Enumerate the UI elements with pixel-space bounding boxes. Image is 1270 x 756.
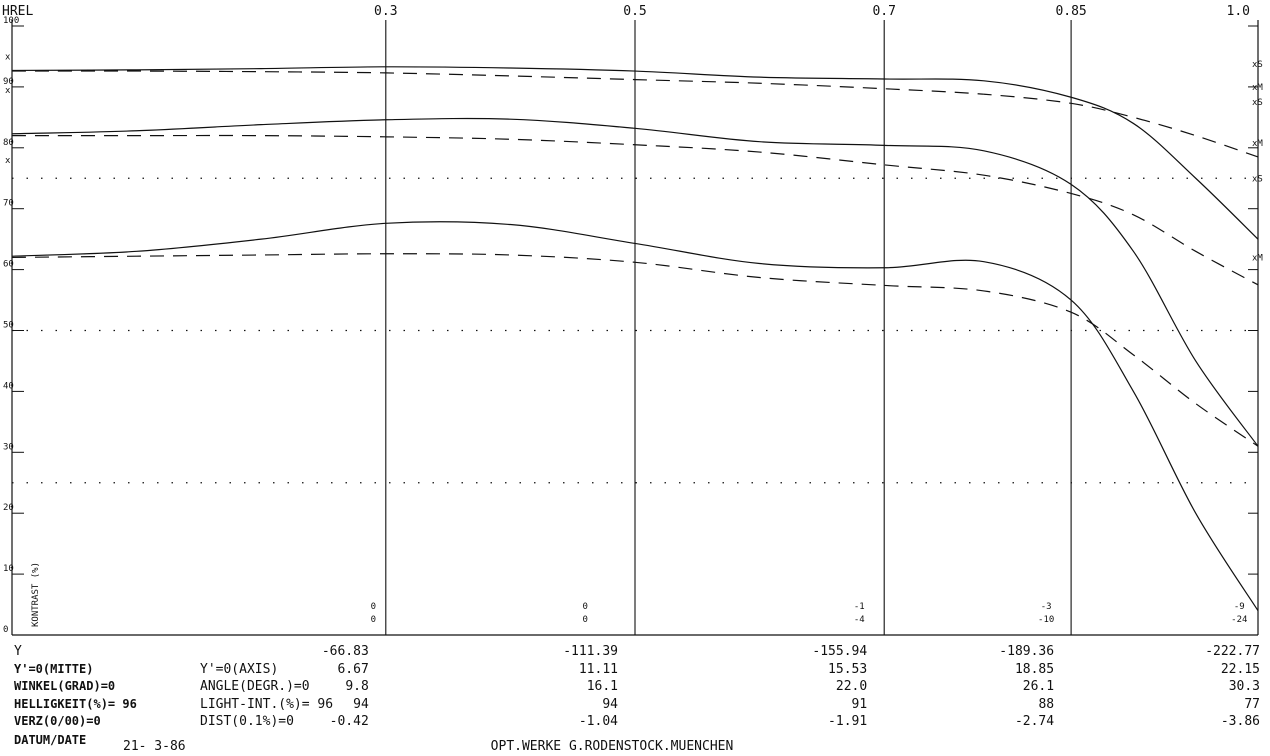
- row-label-right: DIST(0.1%)=0: [200, 714, 294, 729]
- table-cell: 9.8: [345, 679, 368, 694]
- y-tick-label: 30: [3, 442, 14, 452]
- row-label-left: WINKEL(GRAD)=0: [14, 679, 115, 693]
- y-tick-label: 0: [3, 625, 8, 635]
- annotation-top: -3: [1041, 602, 1052, 612]
- y-tick-label: 80: [3, 138, 14, 148]
- right-marker: xM: [1252, 83, 1263, 93]
- left-marker: x: [5, 86, 11, 96]
- row-label-right: Y'=0(AXIS): [200, 662, 278, 677]
- row-label-left: VERZ(0/00)=0: [14, 714, 101, 728]
- y-axis-label: KONTRAST (%): [31, 562, 41, 627]
- right-marker: xM: [1252, 139, 1263, 149]
- dashed-mtf-curve: [12, 134, 1259, 286]
- annotation-bottom: -24: [1231, 615, 1247, 625]
- table-cell: -155.94: [812, 644, 867, 659]
- table-cell: -3.86: [1221, 714, 1260, 729]
- table-cell: 77: [1244, 697, 1260, 712]
- y-tick-label: 60: [3, 260, 14, 270]
- annotation-bottom: 0: [371, 615, 376, 625]
- table-cell: 26.1: [1023, 679, 1054, 694]
- row-label-right: LIGHT-INT.(%)= 96: [200, 697, 333, 712]
- maker-label: OPT.WERKE G.RODENSTOCK.MUENCHEN: [491, 739, 734, 754]
- annotation-top: 0: [582, 602, 587, 612]
- dashed-mtf-curve: [11, 253, 1259, 447]
- x-tick-label: 1.0: [1227, 4, 1250, 19]
- row-label-left: Y: [14, 644, 22, 659]
- table-cell: -2.74: [1015, 714, 1054, 729]
- table-cell: 94: [602, 697, 618, 712]
- left-marker: x: [5, 52, 11, 62]
- annotation-bottom: 0: [582, 615, 587, 625]
- table-cell: 16.1: [587, 679, 618, 694]
- dashed-mtf-curve: [11, 70, 1259, 158]
- table-cell: 18.85: [1015, 662, 1054, 677]
- y-tick-label: 40: [3, 381, 14, 391]
- row-label-left: Y'=0(MITTE): [14, 662, 93, 676]
- right-marker: xS: [1252, 98, 1263, 108]
- solid-mtf-curve: [11, 66, 1259, 240]
- table-cell: 88: [1038, 697, 1054, 712]
- table-cell: 22.15: [1221, 662, 1260, 677]
- x-tick-label: 0.85: [1055, 4, 1086, 19]
- x-tick-label: 0.7: [872, 4, 895, 19]
- y-tick-label: 50: [3, 321, 14, 331]
- y-tick-label: 90: [3, 77, 14, 87]
- table-cell: 94: [353, 697, 369, 712]
- row-label-right: ANGLE(DEGR.)=0: [200, 679, 310, 694]
- solid-mtf-curve: [11, 221, 1259, 611]
- table-cell: -66.83: [322, 644, 369, 659]
- x-tick-label: 0.3: [374, 4, 397, 19]
- date-value: 21- 3-86: [123, 739, 186, 754]
- row-label-left: HELLIGKEIT(%)= 96: [14, 697, 137, 711]
- table-cell: 22.0: [836, 679, 867, 694]
- x-axis-label: HREL: [2, 4, 33, 19]
- left-marker: x: [5, 156, 11, 166]
- right-marker: xM: [1252, 253, 1263, 263]
- annotation-top: 0: [371, 602, 376, 612]
- date-label: DATUM/DATE: [14, 733, 86, 747]
- table-cell: 11.11: [579, 662, 618, 677]
- table-cell: 30.3: [1229, 679, 1260, 694]
- x-tick-label: 0.5: [623, 4, 646, 19]
- y-tick-label: 100: [3, 16, 19, 26]
- table-cell: 6.67: [337, 662, 368, 677]
- table-cell: -189.36: [999, 644, 1054, 659]
- table-cell: -222.77: [1205, 644, 1260, 659]
- y-tick-label: 10: [3, 564, 14, 574]
- right-marker: xS: [1252, 60, 1263, 70]
- annotation-top: -9: [1234, 602, 1245, 612]
- table-cell: -0.42: [330, 714, 369, 729]
- annotation-bottom: -10: [1038, 615, 1054, 625]
- table-cell: 15.53: [828, 662, 867, 677]
- table-cell: -1.91: [828, 714, 867, 729]
- solid-mtf-curve: [11, 117, 1259, 447]
- right-marker: xS: [1252, 174, 1263, 184]
- y-tick-label: 20: [3, 503, 14, 513]
- table-cell: 91: [852, 697, 868, 712]
- y-tick-label: 70: [3, 199, 14, 209]
- table-cell: -111.39: [563, 644, 618, 659]
- annotation-bottom: -4: [854, 615, 865, 625]
- annotation-top: -1: [854, 602, 865, 612]
- table-cell: -1.04: [579, 714, 618, 729]
